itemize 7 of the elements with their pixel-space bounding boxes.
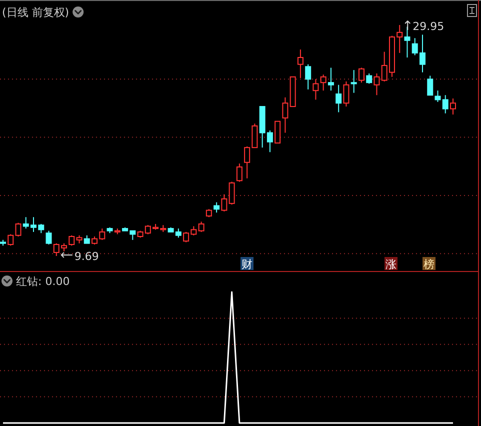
- chart-title: (日线 前复权): [2, 6, 70, 19]
- event-tag: 财: [240, 257, 254, 271]
- event-tag: 涨: [384, 257, 398, 271]
- event-tag: 榜: [422, 257, 436, 271]
- annotation: 29.95: [412, 20, 444, 33]
- chart-title: 红钻: 0.00: [16, 275, 70, 288]
- annotation: 9.69: [74, 250, 99, 263]
